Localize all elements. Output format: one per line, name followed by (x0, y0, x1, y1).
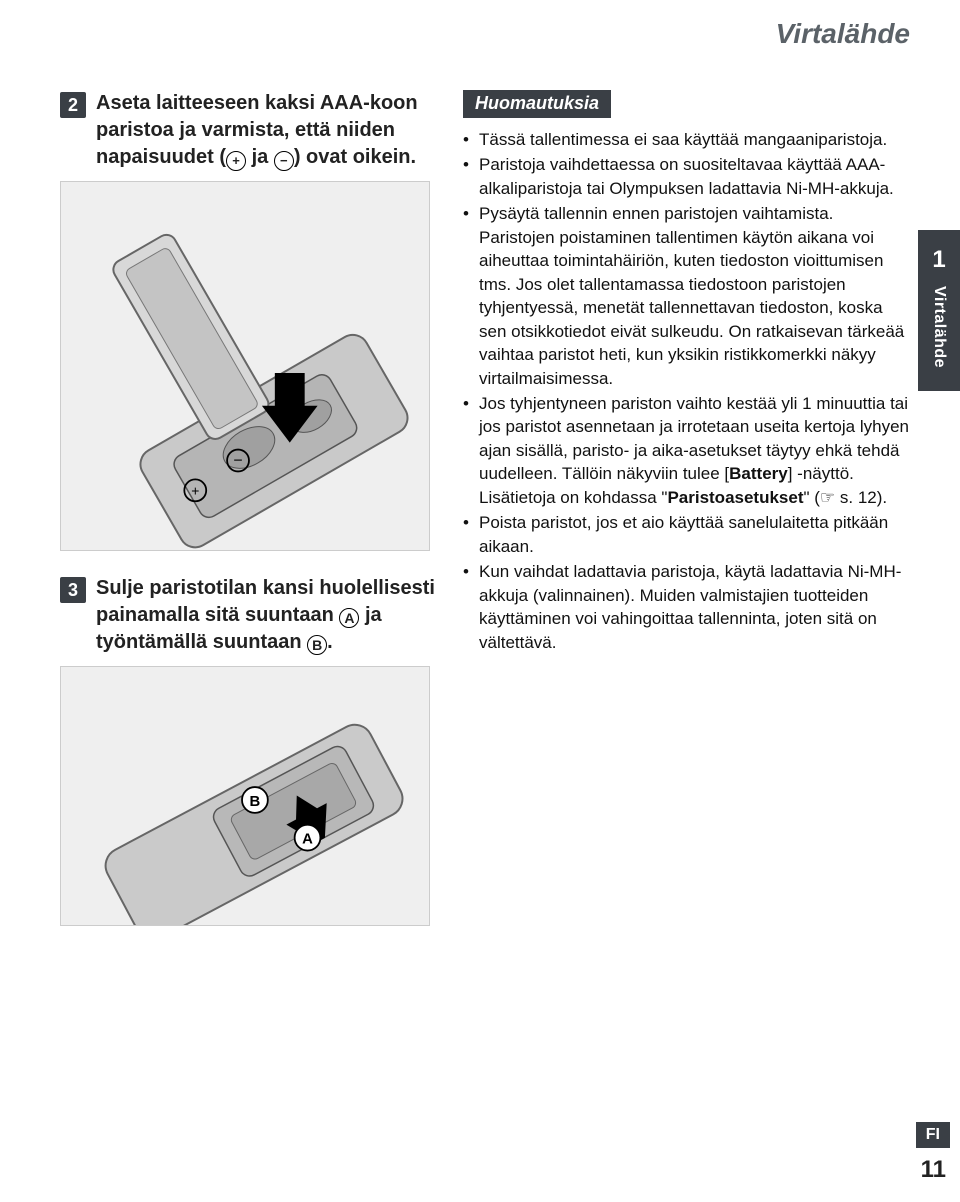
step-3-text: Sulje paristotilan kansi huolellisesti p… (96, 575, 435, 656)
footer-language-badge: FI (916, 1122, 950, 1148)
step-2-text: Aseta laitteeseen kaksi AAA-koon paristo… (96, 90, 435, 171)
step-2-text-mid: ja (246, 146, 274, 168)
note-item: Pysäytä tallennin ennen paristojen vaiht… (463, 202, 910, 390)
note-item: Poista paristot, jos et aio käyttää sane… (463, 511, 910, 558)
step-2: 2 Aseta laitteeseen kaksi AAA-koon paris… (60, 90, 435, 171)
figure-close-lid: B A (60, 666, 430, 926)
figure-battery-insert: + − (60, 181, 430, 551)
label-b-inline: B (307, 635, 327, 655)
notes-list: Tässä tallentimessa ei saa käyttää manga… (463, 128, 910, 654)
right-column: Huomautuksia Tässä tallentimessa ei saa … (463, 30, 910, 926)
step-number-badge: 2 (60, 92, 86, 118)
side-tab: 1 Virtalähde (918, 230, 960, 391)
svg-text:+: + (191, 482, 199, 498)
note-item: Kun vaihdat ladattavia paristoja, käytä … (463, 560, 910, 654)
left-column: 2 Aseta laitteeseen kaksi AAA-koon paris… (60, 30, 435, 926)
step-3-text-part1: Sulje paristotilan kansi huolellisesti p… (96, 577, 435, 626)
step-3: 3 Sulje paristotilan kansi huolellisesti… (60, 575, 435, 656)
minus-symbol: − (274, 151, 294, 171)
footer-page-number: 11 (921, 1156, 946, 1184)
page-header-title: Virtalähde (776, 18, 910, 50)
notes-heading: Huomautuksia (463, 90, 611, 118)
plus-symbol: + (226, 151, 246, 171)
label-a-inline: A (339, 608, 359, 628)
page-content: 2 Aseta laitteeseen kaksi AAA-koon paris… (0, 0, 960, 956)
step-3-text-part2: . (327, 631, 333, 653)
side-tab-label: Virtalähde (930, 286, 948, 368)
step-2-text-part2: ) ovat oikein. (294, 146, 416, 168)
svg-text:−: − (233, 452, 242, 469)
step-number-badge: 3 (60, 577, 86, 603)
note-item: Paristoja vaihdettaessa on suositeltavaa… (463, 153, 910, 200)
note-item: Jos tyhjentyneen pariston vaihto kestää … (463, 392, 910, 509)
figure-label-a: A (302, 832, 313, 848)
side-tab-number: 1 (918, 246, 960, 274)
figure-label-b: B (250, 794, 261, 810)
note-item: Tässä tallentimessa ei saa käyttää manga… (463, 128, 910, 151)
